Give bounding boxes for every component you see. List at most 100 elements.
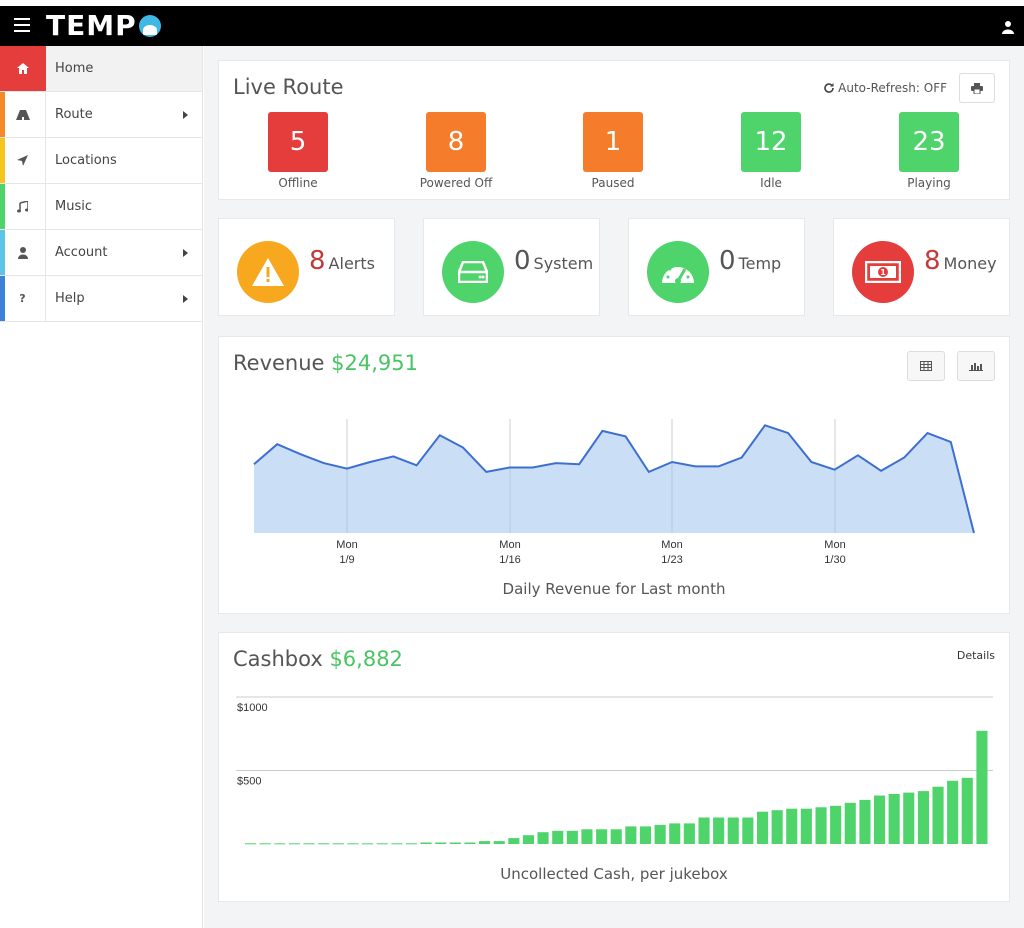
cash-bar: [625, 826, 637, 844]
alert-count-value: 8: [309, 246, 326, 276]
alert-card-temp[interactable]: 0 Temp: [628, 218, 805, 316]
sidebar-item-account[interactable]: Account: [0, 230, 202, 276]
cash-bar: [917, 791, 929, 844]
sidebar-color-strip: [0, 184, 5, 229]
cash-bar: [903, 792, 915, 844]
x-tick-label: Mon: [661, 539, 682, 551]
status-count-box: 8: [426, 112, 486, 172]
cash-bar: [522, 835, 534, 844]
sidebar-color-strip: [0, 230, 5, 275]
sidebar-item-label: Locations: [55, 153, 117, 168]
music-icon: [0, 184, 46, 229]
auto-refresh-label: Auto-Refresh: OFF: [838, 81, 947, 95]
cash-bar: [420, 842, 432, 844]
alert-count-value: 0: [719, 246, 736, 276]
cash-bar: [435, 842, 447, 844]
alert-card-money[interactable]: 1 8 Money: [833, 218, 1010, 316]
caret-right-icon: [183, 249, 188, 257]
svg-text:1: 1: [880, 268, 886, 277]
sidebar-item-route[interactable]: Route: [0, 92, 202, 138]
cashbox-chart-caption: Uncollected Cash, per jukebox: [500, 865, 728, 883]
cash-bar: [464, 842, 476, 844]
money-icon: 1: [852, 241, 914, 303]
table-view-button[interactable]: [907, 351, 945, 381]
cash-bar: [888, 794, 900, 844]
cash-bar: [303, 843, 315, 845]
details-link[interactable]: Details: [956, 649, 995, 662]
cash-bar: [698, 817, 710, 844]
cash-bar: [449, 842, 461, 844]
alert-card-system[interactable]: 0 System: [423, 218, 600, 316]
cash-bar: [391, 843, 403, 845]
status-count-box: 1: [583, 112, 643, 172]
status-count-box: 5: [268, 112, 328, 172]
cash-bar: [362, 843, 374, 845]
status-count-box: 12: [741, 112, 801, 172]
cash-bar: [376, 843, 388, 845]
caret-right-icon: [183, 111, 188, 119]
status-label: Playing: [907, 176, 951, 190]
cash-bar: [874, 795, 886, 844]
sidebar-color-strip: [0, 276, 5, 321]
cash-bar: [815, 807, 827, 845]
user-icon: [0, 230, 46, 275]
cash-bar: [245, 843, 257, 845]
cash-bar: [566, 830, 578, 844]
sidebar-item-help[interactable]: ? Help: [0, 276, 202, 322]
x-tick-label: 1/16: [499, 554, 520, 566]
revenue-amount: $24,951: [331, 351, 418, 375]
sidebar-item-label: Account: [55, 245, 108, 260]
revenue-chart-caption: Daily Revenue for Last month: [502, 580, 726, 598]
cash-bar: [786, 808, 798, 844]
warning-icon: [237, 241, 299, 303]
alert-count: 8 Alerts: [309, 246, 375, 276]
sidebar: Home Route Locations Music Account ? Help: [0, 46, 203, 928]
user-menu-icon[interactable]: [1002, 19, 1014, 38]
sidebar-item-music[interactable]: Music: [0, 184, 202, 230]
cashbox-card: Cashbox $6,882 Details $1000 $500 Uncolle…: [218, 632, 1010, 902]
cash-bar: [581, 829, 593, 844]
status-powered-off[interactable]: 8 Powered Off: [406, 112, 506, 190]
road-icon: [0, 92, 46, 137]
status-idle[interactable]: 12 Idle: [721, 112, 821, 190]
sidebar-item-locations[interactable]: Locations: [0, 138, 202, 184]
cash-bar: [288, 843, 300, 845]
cashbox-title: Cashbox $6,882: [233, 647, 403, 671]
cash-bar: [947, 780, 959, 844]
x-tick-label: Mon: [336, 539, 357, 551]
hamburger-menu-icon[interactable]: [14, 18, 30, 32]
revenue-card: Revenue $24,951 Mon 1/9 Mon 1/16 Mon 1/23 Mon 1…: [218, 336, 1010, 614]
sidebar-item-label: Help: [55, 291, 85, 306]
print-button[interactable]: [959, 73, 995, 103]
cashbox-title-text: Cashbox: [233, 647, 323, 671]
cash-bar: [610, 829, 622, 844]
cash-bar: [844, 802, 856, 844]
y-tick-label: $1000: [237, 702, 268, 714]
location-arrow-icon: [0, 138, 46, 183]
cashbox-amount: $6,882: [329, 647, 403, 671]
auto-refresh-toggle[interactable]: Auto-Refresh: OFF: [823, 81, 947, 95]
cash-bar: [976, 730, 988, 844]
cash-bar: [493, 841, 505, 844]
alert-card-alerts[interactable]: 8 Alerts: [218, 218, 395, 316]
x-tick-label: 1/23: [661, 554, 682, 566]
cash-bar: [479, 841, 491, 844]
cash-bar: [405, 843, 417, 845]
cash-bar: [259, 843, 271, 845]
cash-bar: [683, 823, 695, 844]
sidebar-item-home[interactable]: Home: [0, 46, 202, 92]
bar-chart-icon: [969, 363, 983, 371]
status-playing[interactable]: 23 Playing: [879, 112, 979, 190]
sidebar-item-label: Route: [55, 107, 93, 122]
status-offline[interactable]: 5 Offline: [248, 112, 348, 190]
gauge-icon: [647, 241, 709, 303]
chart-view-button[interactable]: [957, 351, 995, 381]
alert-count: 0 Temp: [719, 246, 781, 276]
top-bar: TEMP: [0, 6, 1024, 46]
cash-bar: [800, 808, 812, 844]
status-paused[interactable]: 1 Paused: [563, 112, 663, 190]
cash-bar: [347, 843, 359, 845]
sidebar-color-strip: [0, 138, 5, 183]
app-logo[interactable]: TEMP: [46, 9, 161, 42]
x-tick-label: Mon: [824, 539, 845, 551]
